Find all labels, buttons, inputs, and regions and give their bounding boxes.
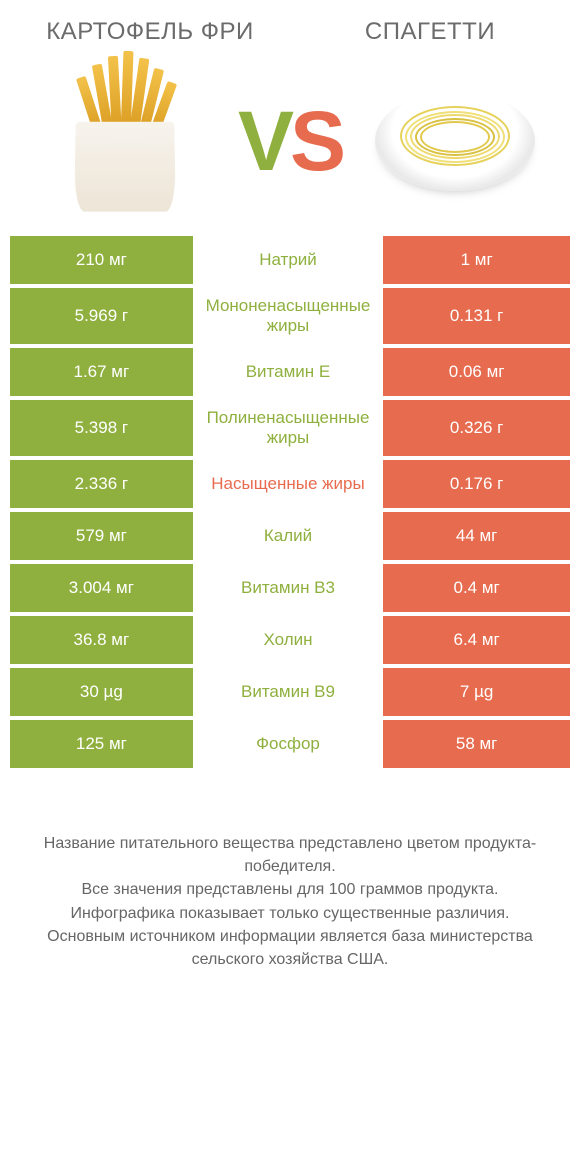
table-row: 125 мгФосфор58 мг — [10, 720, 570, 772]
footer-line: Основным источником информации является … — [38, 925, 542, 971]
table-row: 5.969 гМононенасыщенные жиры0.131 г — [10, 288, 570, 348]
nutrient-name-cell: Калий — [197, 512, 384, 560]
nutrient-name-cell: Витамин E — [197, 348, 384, 396]
nutrient-name-cell: Витамин B9 — [197, 668, 384, 716]
table-row: 30 µgВитамин B97 µg — [10, 668, 570, 720]
header: КАРТОФЕЛЬ ФРИ СПАГЕТТИ — [10, 18, 570, 56]
left-value-cell: 3.004 мг — [10, 564, 197, 612]
vs-s-letter: S — [290, 94, 342, 188]
left-value-cell: 5.398 г — [10, 400, 197, 456]
right-value-cell: 1 мг — [383, 236, 570, 284]
right-value-cell: 7 µg — [383, 668, 570, 716]
comparison-infographic: КАРТОФЕЛЬ ФРИ СПАГЕТТИ VS — [10, 0, 570, 971]
table-row: 3.004 мгВитамин B30.4 мг — [10, 564, 570, 616]
images-row: VS — [10, 56, 570, 236]
left-product-image — [40, 66, 210, 216]
nutrient-name-cell: Натрий — [197, 236, 384, 284]
nutrient-name-cell: Фосфор — [197, 720, 384, 768]
spaghetti-illustration — [370, 66, 540, 216]
footer-notes: Название питательного вещества представл… — [10, 772, 570, 971]
right-value-cell: 0.326 г — [383, 400, 570, 456]
right-product-title: СПАГЕТТИ — [320, 18, 540, 46]
left-value-cell: 2.336 г — [10, 460, 197, 508]
nutrient-name-cell: Насыщенные жиры — [197, 460, 384, 508]
right-value-cell: 44 мг — [383, 512, 570, 560]
footer-line: Все значения представлены для 100 граммо… — [38, 878, 542, 901]
table-row: 579 мгКалий44 мг — [10, 512, 570, 564]
right-value-cell: 0.131 г — [383, 288, 570, 344]
left-value-cell: 5.969 г — [10, 288, 197, 344]
left-value-cell: 579 мг — [10, 512, 197, 560]
right-product-image — [370, 66, 540, 216]
left-value-cell: 210 мг — [10, 236, 197, 284]
left-value-cell: 1.67 мг — [10, 348, 197, 396]
table-row: 2.336 гНасыщенные жиры0.176 г — [10, 460, 570, 512]
table-row: 1.67 мгВитамин E0.06 мг — [10, 348, 570, 400]
table-row: 36.8 мгХолин6.4 мг — [10, 616, 570, 668]
right-value-cell: 0.4 мг — [383, 564, 570, 612]
right-value-cell: 6.4 мг — [383, 616, 570, 664]
vs-v-letter: V — [238, 94, 290, 188]
left-product-title: КАРТОФЕЛЬ ФРИ — [40, 18, 260, 46]
footer-line: Инфографика показывает только существенн… — [38, 902, 542, 925]
vs-label: VS — [238, 93, 342, 190]
nutrient-name-cell: Полиненасыщенные жиры — [197, 400, 384, 456]
nutrient-name-cell: Мононенасыщенные жиры — [197, 288, 384, 344]
nutrient-name-cell: Холин — [197, 616, 384, 664]
right-value-cell: 0.176 г — [383, 460, 570, 508]
nutrient-name-cell: Витамин B3 — [197, 564, 384, 612]
right-value-cell: 58 мг — [383, 720, 570, 768]
right-value-cell: 0.06 мг — [383, 348, 570, 396]
nutrition-table: 210 мгНатрий1 мг5.969 гМононенасыщенные … — [10, 236, 570, 772]
left-value-cell: 36.8 мг — [10, 616, 197, 664]
left-value-cell: 125 мг — [10, 720, 197, 768]
footer-line: Название питательного вещества представл… — [38, 832, 542, 878]
table-row: 5.398 гПолиненасыщенные жиры0.326 г — [10, 400, 570, 460]
left-value-cell: 30 µg — [10, 668, 197, 716]
table-row: 210 мгНатрий1 мг — [10, 236, 570, 288]
fries-illustration — [40, 66, 210, 216]
